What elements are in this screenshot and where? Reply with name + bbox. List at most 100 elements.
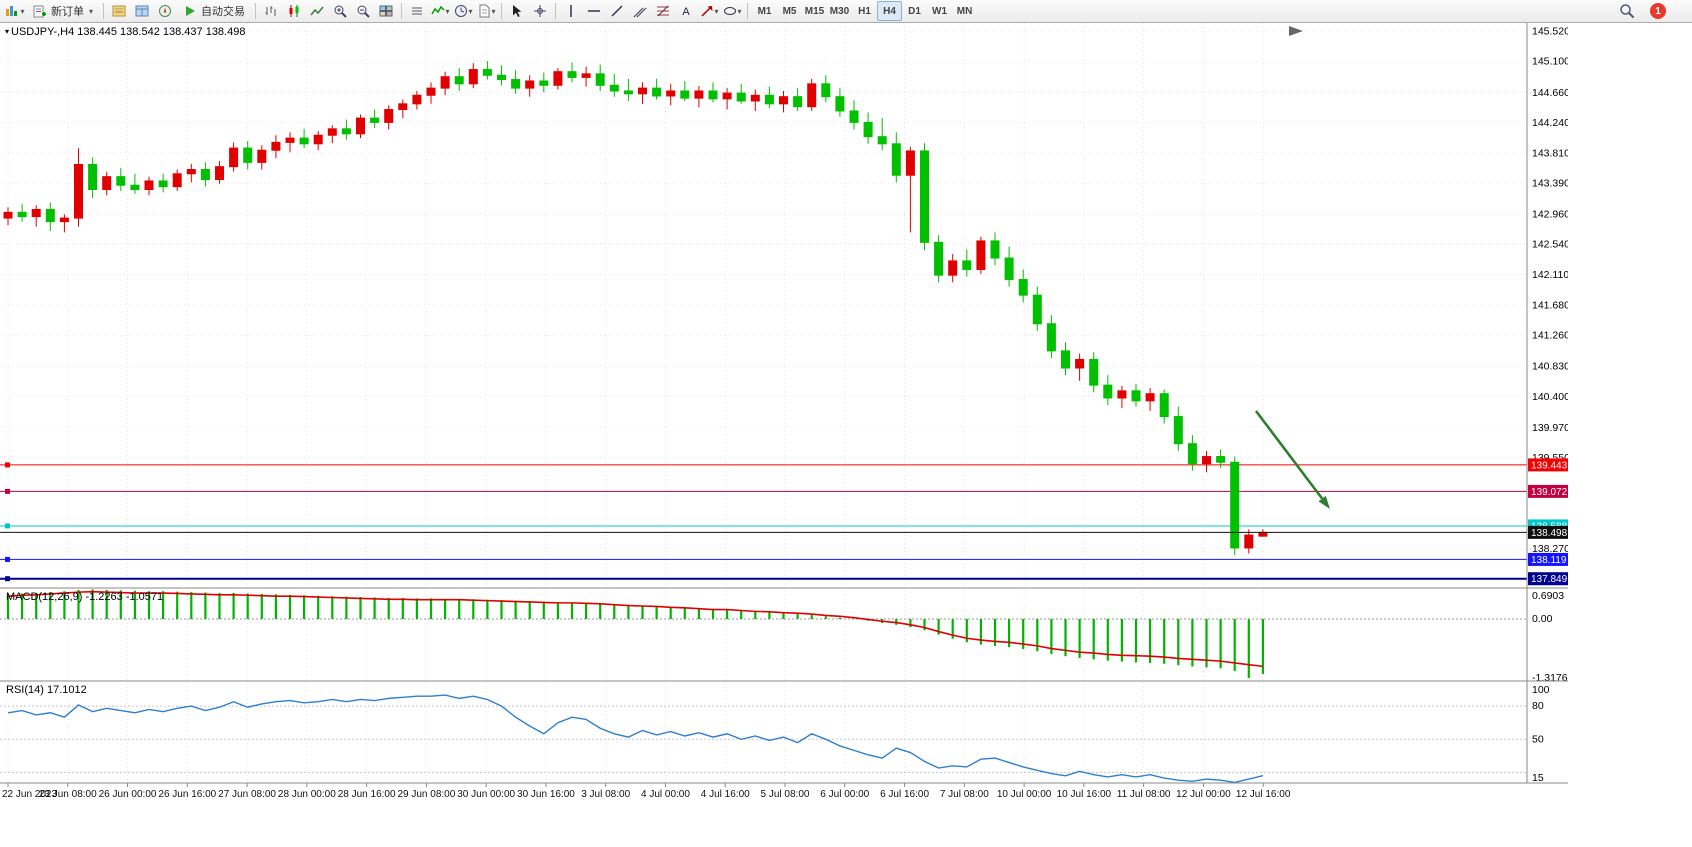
- trendline-icon: [611, 5, 623, 17]
- candle-up: [215, 166, 224, 181]
- candlestick-chart-button[interactable]: [283, 1, 305, 21]
- ellipse-icon: [723, 7, 736, 15]
- timeframe-d1-button[interactable]: D1: [908, 5, 921, 17]
- new-order-button[interactable]: 新订单 ▾: [27, 1, 99, 21]
- timeframe-mn-button[interactable]: MN: [956, 5, 973, 17]
- candle-up: [426, 87, 436, 96]
- text-icon: A: [682, 6, 690, 18]
- candle-down: [17, 211, 27, 218]
- search-button[interactable]: [1616, 1, 1638, 21]
- indicators-button[interactable]: ▾: [429, 1, 451, 21]
- candle-down: [891, 143, 901, 176]
- channel-icon: [633, 7, 647, 18]
- chart-shift-marker[interactable]: [1289, 26, 1303, 36]
- tile-windows-button[interactable]: [375, 1, 397, 21]
- auto-trading-button[interactable]: 自动交易: [177, 1, 251, 21]
- fibonacci-tool-button[interactable]: [652, 1, 674, 21]
- zoom-in-button[interactable]: [329, 1, 351, 21]
- candle-down: [243, 147, 253, 163]
- price-tick-label: 144.240: [1532, 117, 1568, 129]
- channel-tool-button[interactable]: [629, 1, 651, 21]
- price-tick-label: 142.960: [1532, 208, 1568, 220]
- time-tick-label: 3 Jul 08:00: [581, 789, 630, 800]
- arrows-tool-button[interactable]: ▾: [698, 1, 720, 21]
- candle-down: [1216, 456, 1226, 463]
- timeframe-m15-button[interactable]: M15: [804, 5, 825, 17]
- candle-down: [1230, 461, 1240, 549]
- candle-up: [1075, 358, 1085, 369]
- candle-up: [31, 209, 41, 218]
- candle-down: [920, 150, 929, 243]
- navigator-button[interactable]: [154, 1, 176, 21]
- candle-up: [271, 141, 281, 151]
- notification-badge[interactable]: 1: [1650, 3, 1666, 19]
- line-chart-button[interactable]: [306, 1, 328, 21]
- rsi-label: RSI(14) 17.1012: [6, 684, 87, 696]
- hline-handle[interactable]: [5, 523, 10, 529]
- candle-up: [3, 211, 13, 219]
- text-tool-button[interactable]: A: [675, 1, 697, 21]
- price-tick-label: 141.260: [1532, 330, 1568, 342]
- candle-down: [116, 176, 126, 186]
- separator: [401, 3, 403, 19]
- candle-up: [581, 73, 591, 78]
- candle-down: [849, 110, 859, 123]
- macd-label: MACD(12,26,9) -1.2263 -1.0571: [6, 591, 164, 603]
- vertical-line-tool-button[interactable]: [560, 1, 582, 21]
- toolbar: ▾ 新订单 ▾ 自动交易 ▾ ▾: [0, 0, 1692, 23]
- candle-down: [1131, 390, 1141, 402]
- toolbar-right-group: 1: [1616, 1, 1688, 21]
- data-window-button[interactable]: [131, 1, 153, 21]
- candle-down: [88, 164, 98, 191]
- time-tick-label: 4 Jul 16:00: [701, 789, 750, 800]
- zoom-in-icon: [334, 5, 347, 18]
- cursor-button[interactable]: [506, 1, 528, 21]
- candle-down: [1173, 416, 1183, 445]
- timeframe-h4-button[interactable]: H4: [877, 1, 903, 21]
- candle-up: [750, 94, 760, 102]
- price-line-label: [1528, 484, 1568, 498]
- tile-windows-icon: [379, 5, 393, 17]
- separator: [747, 3, 749, 19]
- hline-handle[interactable]: [5, 462, 10, 468]
- candle-down: [990, 240, 1000, 259]
- time-tick-label: 5 Jul 08:00: [761, 789, 810, 800]
- arrow-annotation[interactable]: [1254, 410, 1330, 509]
- timeframe-m30-button[interactable]: M30: [829, 5, 850, 17]
- zoom-out-button[interactable]: [352, 1, 374, 21]
- shapes-tool-button[interactable]: ▾: [721, 1, 743, 21]
- chart-canvas[interactable]: 145.520 145.100 144.660 144.240 143.810 143.3…: [0, 23, 1568, 847]
- time-tick-label: 10 Jul 00:00: [997, 789, 1052, 800]
- candle-down: [652, 87, 662, 97]
- market-watch-button[interactable]: [108, 1, 130, 21]
- timeframe-h1-button[interactable]: H1: [858, 5, 871, 17]
- candle-up: [976, 240, 986, 270]
- price-tick-label: 142.540: [1532, 238, 1568, 250]
- navigator-icon: [159, 5, 172, 17]
- chevron-down-icon: ▾: [737, 6, 742, 16]
- bar-chart-button[interactable]: [260, 1, 282, 21]
- hline-handle[interactable]: [5, 576, 10, 582]
- indicators-icon: [430, 5, 445, 15]
- crosshair-button[interactable]: [529, 1, 551, 21]
- hline-handle[interactable]: [5, 488, 10, 494]
- candle-down: [497, 74, 506, 81]
- time-tick-label: 11 Jul 08:00: [1117, 789, 1171, 800]
- hline-handle[interactable]: [5, 556, 10, 562]
- templates-button[interactable]: ▾: [475, 1, 497, 21]
- rsi-line: [7, 694, 1264, 784]
- candle-up: [257, 149, 267, 163]
- horizontal-line-tool-button[interactable]: [583, 1, 605, 21]
- timeframe-w1-button[interactable]: W1: [932, 5, 948, 17]
- svg-text:138.498: 138.498: [1531, 528, 1568, 539]
- candle-down: [962, 260, 972, 270]
- trendline-tool-button[interactable]: [606, 1, 628, 21]
- periods-button[interactable]: ▾: [452, 1, 474, 21]
- candle-up: [398, 103, 408, 111]
- timeframe-m1-button[interactable]: M1: [757, 5, 772, 17]
- new-chart-button[interactable]: ▾: [4, 1, 26, 21]
- price-tick-label: 142.110: [1532, 269, 1568, 281]
- timeframe-m5-button[interactable]: M5: [782, 5, 797, 17]
- arrange-button[interactable]: [406, 1, 428, 21]
